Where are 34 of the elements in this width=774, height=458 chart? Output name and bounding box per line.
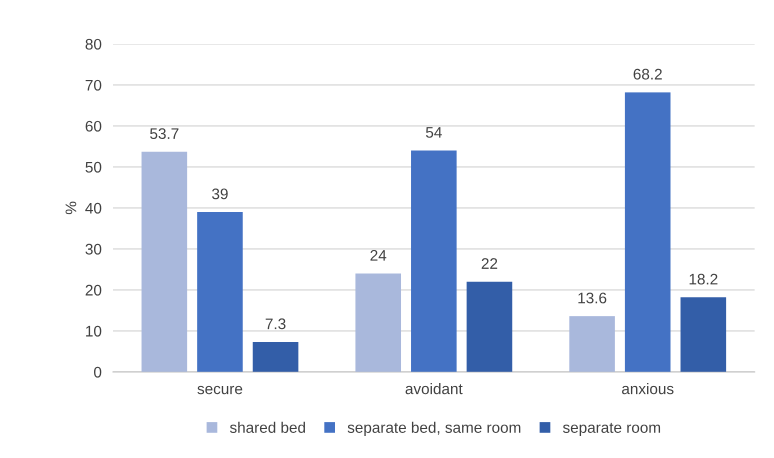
x-tick-label: secure: [197, 386, 242, 394]
data-label: 54: [426, 127, 442, 138]
data-label: 18.2: [690, 274, 718, 285]
y-tick-label: 0: [94, 366, 102, 378]
legend-label: separate room: [562, 422, 660, 436]
data-label: 22: [482, 258, 498, 269]
data-label: 24: [370, 250, 386, 261]
legend-label: shared bed: [230, 422, 305, 433]
y-tick-label: 20: [86, 284, 102, 296]
data-label: 13.6: [578, 292, 606, 304]
x-tick-label: avoidant: [406, 383, 463, 394]
bar: [466, 282, 512, 372]
y-axis-title: %: [66, 202, 76, 214]
y-tick-label: 50: [86, 162, 102, 173]
y-tick-label: 40: [85, 202, 102, 214]
bar: [680, 297, 726, 372]
bar: [355, 274, 402, 372]
data-label: 7.3: [266, 318, 286, 330]
x-tick-label: anxious: [622, 383, 674, 394]
y-tick-label: 70: [86, 80, 102, 91]
bar: [624, 92, 671, 372]
bar: [252, 342, 298, 372]
bar: [569, 316, 615, 372]
y-tick-label: 30: [85, 244, 102, 255]
data-label: 39: [212, 188, 228, 200]
data-label: 68.2: [634, 68, 662, 80]
bar: [197, 212, 243, 372]
bar: [411, 150, 457, 372]
y-tick-label: 10: [86, 326, 102, 337]
data-label: 53.7: [150, 128, 178, 140]
y-tick-label: 60: [86, 120, 102, 132]
legend-label: separate bed, same room: [348, 422, 520, 436]
y-tick-label: 80: [86, 38, 102, 50]
bar: [142, 152, 188, 372]
